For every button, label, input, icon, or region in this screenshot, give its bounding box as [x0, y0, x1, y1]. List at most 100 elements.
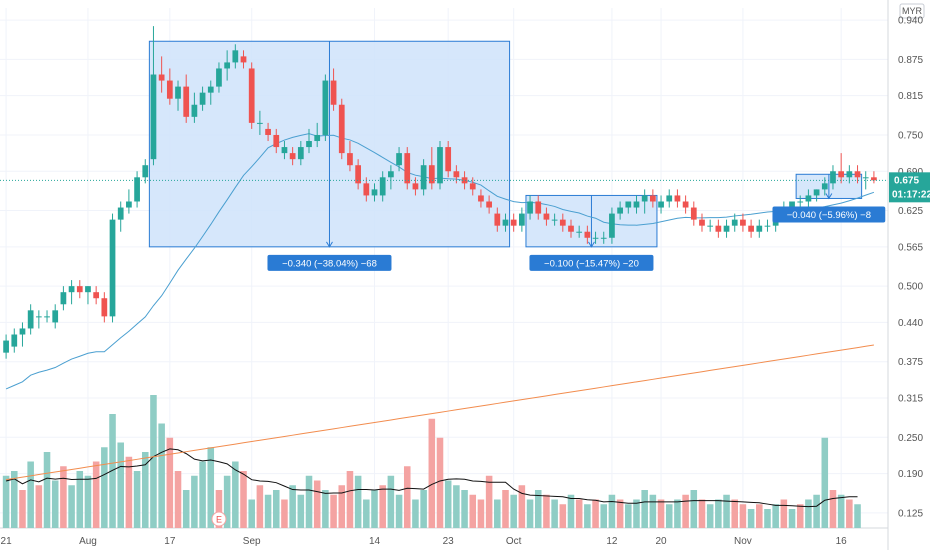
candle-body: [371, 189, 378, 196]
volume-bar: [215, 490, 223, 528]
volume-bar: [706, 504, 714, 528]
price-range-boxes[interactable]: [148, 40, 863, 248]
volume-bar: [559, 504, 567, 528]
volume-bar: [305, 475, 313, 528]
candle: [740, 213, 746, 232]
volume-bar: [248, 499, 255, 528]
volume-bar: [223, 475, 231, 528]
volume-bar: [739, 504, 747, 528]
volume-bar: [35, 485, 43, 528]
candle-body: [199, 92, 206, 105]
volume-bar: [796, 504, 804, 528]
candle: [633, 195, 640, 214]
candle-body: [240, 56, 247, 63]
candle-body: [576, 231, 583, 233]
price-tick-label: 0.375: [898, 357, 923, 368]
earnings-label: E: [216, 515, 222, 525]
candle-body: [379, 177, 386, 196]
volume-bar: [788, 509, 796, 528]
volume-bar: [191, 475, 198, 528]
candle-body: [388, 171, 394, 178]
candle: [396, 147, 402, 172]
candle-body: [592, 237, 599, 239]
volume-bar: [592, 499, 599, 528]
currency-badge-box: [899, 3, 925, 19]
volume-bar: [403, 466, 411, 528]
candle-body: [142, 165, 149, 178]
time-tick-label: Oct: [506, 536, 522, 547]
volume-bars: E: [2, 395, 861, 528]
volume-bar: [117, 442, 124, 528]
volume-bar: [551, 499, 558, 528]
candle-body: [461, 177, 468, 184]
range-callout-label: −0.100 (−15.47%) −20: [544, 258, 639, 269]
range-callout-label: −0.040 (−5.96%) −8: [787, 210, 871, 221]
price-tick-label: 0.125: [898, 508, 923, 519]
volume-bar: [68, 485, 75, 528]
volume-bar: [453, 485, 460, 528]
candle: [297, 141, 304, 166]
volume-bar: [281, 499, 288, 528]
volume-bar: [813, 494, 820, 528]
volume-bar: [805, 499, 812, 528]
candle-body: [412, 183, 419, 190]
candle: [813, 189, 820, 202]
candle-body: [731, 219, 738, 226]
candle: [502, 213, 509, 232]
price-tick-label: 0.440: [898, 318, 923, 329]
price-tick-label: 0.750: [898, 130, 923, 141]
candle: [428, 147, 435, 190]
candle-body: [715, 225, 722, 232]
candle: [257, 110, 263, 135]
volume-bar: [780, 499, 788, 528]
range-arrow: [326, 241, 333, 248]
candle-body: [862, 177, 869, 179]
volume-bar: [363, 499, 370, 528]
candle: [183, 74, 190, 123]
candle: [625, 201, 632, 214]
volume-bar: [575, 499, 583, 528]
candle-body: [854, 171, 861, 178]
candle: [862, 171, 869, 190]
volume-bar: [371, 490, 378, 528]
candle-body: [224, 62, 231, 69]
candle: [388, 165, 394, 190]
candle-body: [641, 195, 648, 202]
time-axis[interactable]: 21Aug17Sep1423Oct1220Nov16Dec9: [1, 536, 932, 547]
candle: [281, 141, 288, 160]
candle: [797, 195, 804, 208]
range-callouts: −0.340 (−38.04%) −68 −0.100 (−15.47%) −20…: [267, 206, 886, 271]
candle-body: [699, 219, 705, 226]
candle-body: [756, 225, 763, 232]
candle-body: [248, 68, 255, 123]
time-tick-label: 20: [655, 536, 667, 547]
candle-body: [257, 122, 263, 124]
candle-body: [609, 213, 615, 238]
volume-bar: [625, 504, 632, 528]
candle: [44, 310, 50, 323]
candle-body: [543, 213, 550, 220]
candle-body: [27, 310, 34, 329]
candle: [191, 92, 198, 123]
candle: [76, 280, 83, 299]
candle: [85, 286, 91, 305]
volume-bar: [494, 499, 501, 528]
volume-bar: [682, 494, 689, 528]
candle-body: [134, 177, 140, 202]
candle-body: [191, 104, 198, 117]
candle: [559, 213, 566, 232]
time-tick-label: 17: [164, 536, 176, 547]
volume-bar: [837, 494, 845, 528]
candle-body: [175, 86, 181, 99]
volume-bar: [141, 452, 149, 528]
candle-body: [330, 80, 337, 105]
candle-body: [494, 213, 501, 226]
candle: [363, 177, 370, 202]
candle-body: [428, 165, 435, 184]
candle: [134, 171, 140, 208]
volume-bar: [747, 509, 755, 528]
candle: [699, 213, 705, 232]
volume-bar: [829, 490, 837, 528]
